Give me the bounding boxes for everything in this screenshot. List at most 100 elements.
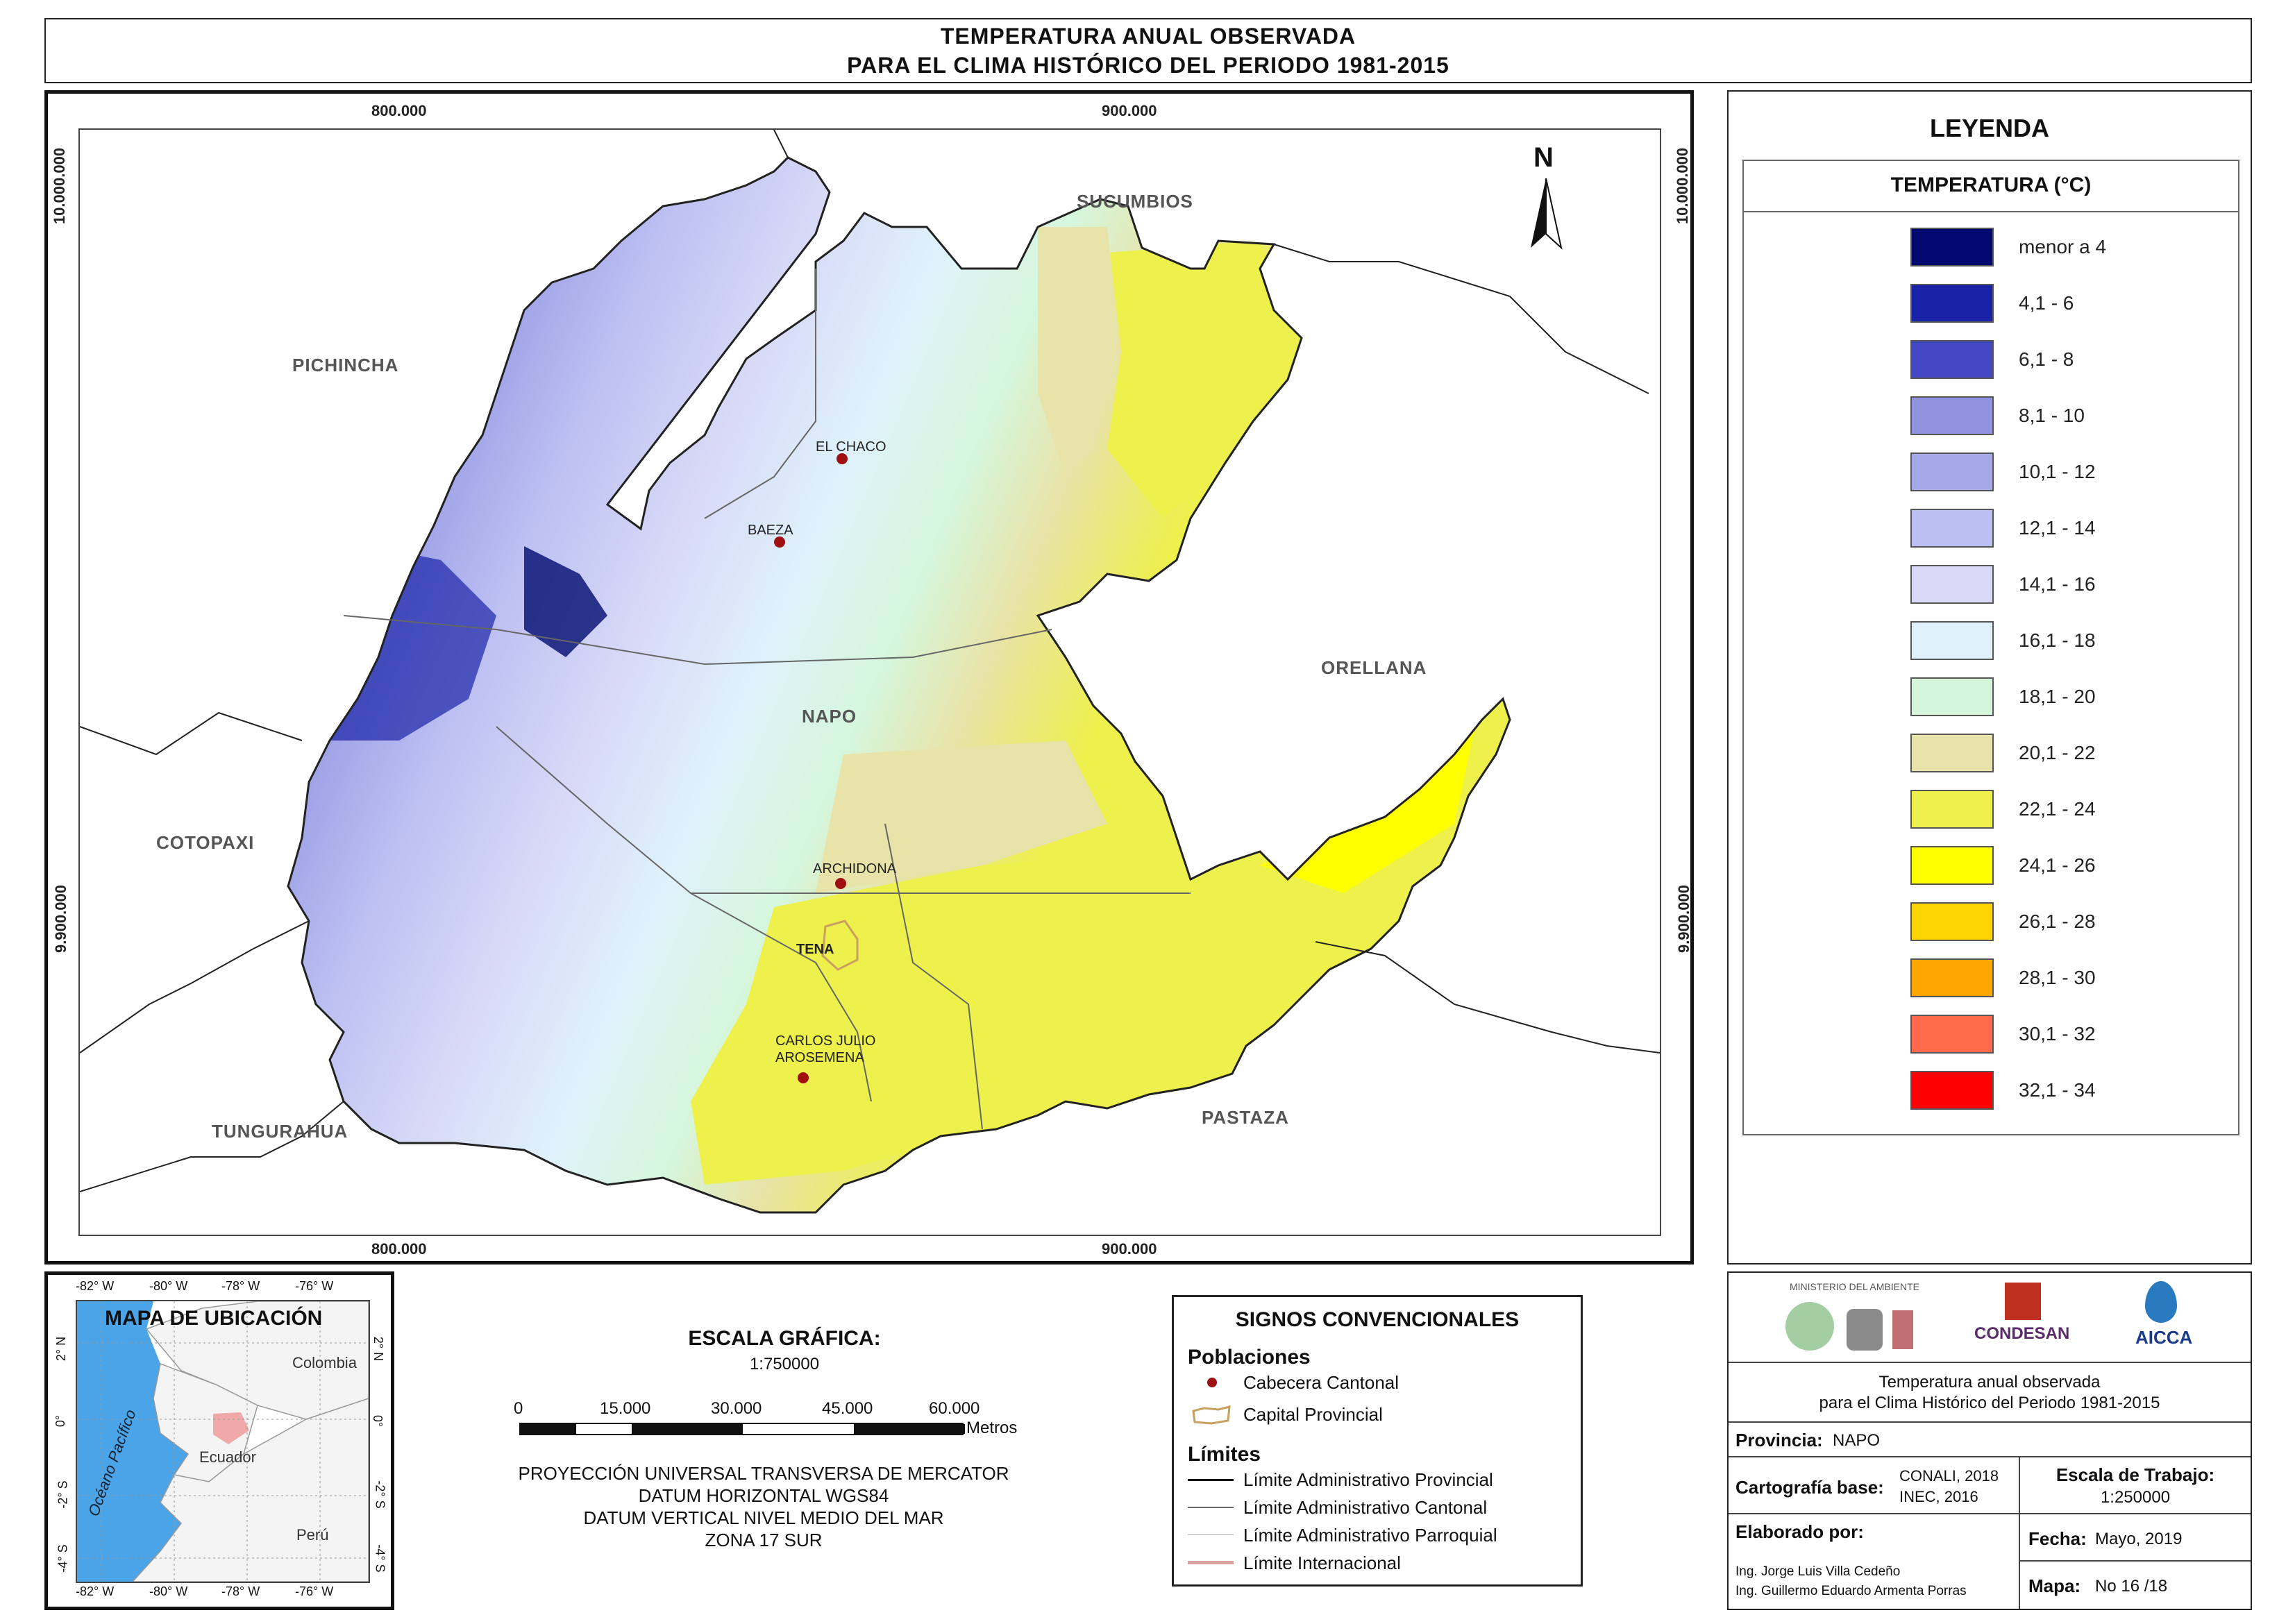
lon-bottom-80: -80° W bbox=[149, 1584, 188, 1598]
legend-class-row: 20,1 - 22 bbox=[1744, 734, 2238, 775]
grid-y-left-9900000: 9.900.000 bbox=[51, 885, 69, 953]
legend-class-row: menor a 4 bbox=[1744, 228, 2238, 269]
lon-bottom-78: -78° W bbox=[221, 1584, 260, 1598]
legend-class-row: 12,1 - 14 bbox=[1744, 509, 2238, 550]
limit-cantonal-line bbox=[1188, 1507, 1234, 1508]
info-description-2: para el Clima Histórico del Periodo 1981… bbox=[1819, 1394, 2160, 1412]
location-map-frame: MAPA DE UBICACIÓN Colombia Ecuador Perú … bbox=[44, 1271, 394, 1610]
legend-class-label: 8,1 - 10 bbox=[2019, 405, 2085, 426]
signs-populations-header: Poblaciones bbox=[1188, 1346, 1311, 1369]
neighbor-boundaries bbox=[80, 130, 1660, 1192]
provincia-label: Provincia: bbox=[1735, 1430, 1823, 1450]
limit-internacional-label: Límite Internacional bbox=[1243, 1553, 1401, 1573]
limit-parroquial-label: Límite Administrativo Parroquial bbox=[1243, 1525, 1497, 1546]
escala-cell: Escala de Trabajo: 1:250000 bbox=[2019, 1456, 2251, 1514]
legend-swatch bbox=[1910, 228, 1994, 267]
scale-ratio: 1:750000 bbox=[749, 1355, 820, 1373]
label-napo: NAPO bbox=[802, 706, 857, 727]
legend-swatch bbox=[1910, 846, 1994, 885]
projection-1: PROYECCIÓN UNIVERSAL TRANSVERSA DE MERCA… bbox=[518, 1463, 1009, 1484]
grid-y-right-9900000: 9.900.000 bbox=[1674, 885, 1692, 953]
lat-left-4s: -4° S bbox=[56, 1544, 70, 1573]
cartografia-label: Cartografía base: bbox=[1735, 1477, 1884, 1498]
capital-provincial-outline bbox=[821, 920, 859, 971]
grid-x-top-900: 900.000 bbox=[1102, 102, 1157, 119]
marker-carlos-julio-arosemena bbox=[798, 1072, 809, 1083]
temperature-raster bbox=[288, 158, 1510, 1212]
lon-bottom-82: -82° W bbox=[76, 1584, 115, 1598]
town-carlos-julio: CARLOS JULIO bbox=[775, 1033, 876, 1049]
legend-swatch bbox=[1910, 1015, 1994, 1054]
legend-swatch bbox=[1910, 565, 1994, 604]
legend-classes: menor a 4 4,1 - 6 6,1 - 8 8,1 - 10 10,1 - 12… bbox=[1744, 228, 2238, 1130]
town-el-chaco: EL CHACO bbox=[816, 439, 886, 455]
north-arrow-icon bbox=[1531, 178, 1563, 250]
signs-panel: SIGNOS CONVENCIONALES Poblaciones Cabece… bbox=[1172, 1295, 1583, 1587]
tree-logo-icon bbox=[1785, 1302, 1834, 1351]
lat-right-4s: -4° S bbox=[373, 1544, 387, 1573]
country-colombia: Colombia bbox=[292, 1354, 357, 1371]
legend-class-row: 22,1 - 24 bbox=[1744, 790, 2238, 831]
limit-parroquial-line bbox=[1188, 1534, 1234, 1535]
legend-class-row: 30,1 - 32 bbox=[1744, 1015, 2238, 1056]
projection-4: ZONA 17 SUR bbox=[705, 1530, 823, 1550]
north-label: N bbox=[1533, 142, 1554, 173]
legend-subtitle: TEMPERATURA (°C) bbox=[1890, 174, 2092, 196]
marker-el-chaco bbox=[837, 453, 848, 464]
legend-panel: LEYENDA TEMPERATURA (°C) menor a 4 4,1 - … bbox=[1727, 90, 2252, 1264]
title-box: TEMPERATURA ANUAL OBSERVADA PARA EL CLIM… bbox=[44, 18, 2252, 83]
grid-y-left-10000000: 10.000.000 bbox=[51, 147, 69, 225]
elaborado-2: Ing. Guillermo Eduardo Armenta Porras bbox=[1735, 1584, 1967, 1598]
legend-inner: TEMPERATURA (°C) menor a 4 4,1 - 6 6,1 - 8… bbox=[1742, 160, 2239, 1135]
limit-provincial-line bbox=[1188, 1479, 1234, 1481]
projection-2: DATUM HORIZONTAL WGS84 bbox=[638, 1485, 889, 1506]
location-map-canvas: MAPA DE UBICACIÓN Colombia Ecuador Perú … bbox=[76, 1300, 370, 1583]
fecha-cell: Fecha: Mayo, 2019 bbox=[2019, 1513, 2251, 1562]
cantonal-boundaries bbox=[343, 269, 1191, 1130]
lat-left-2n: 2° N bbox=[54, 1336, 69, 1362]
town-markers bbox=[774, 453, 848, 1083]
legend-class-label: 22,1 - 24 bbox=[2019, 798, 2096, 820]
legend-swatch bbox=[1910, 677, 1994, 716]
logos-row: MINISTERIO DEL AMBIENTE CONDESAN AICCA bbox=[1729, 1273, 2251, 1363]
legend-class-row: 28,1 - 30 bbox=[1744, 958, 2238, 1000]
condesan-logo-icon bbox=[2005, 1283, 2041, 1320]
legend-class-label: 10,1 - 12 bbox=[2019, 461, 2096, 482]
scale-tick-60000: 60.000 bbox=[929, 1399, 980, 1418]
gobierno-logo-icon bbox=[1892, 1310, 1913, 1349]
legend-class-row: 6,1 - 8 bbox=[1744, 340, 2238, 382]
lat-right-0: 0° bbox=[371, 1414, 385, 1428]
legend-class-row: 4,1 - 6 bbox=[1744, 284, 2238, 325]
cabecera-cantonal-icon bbox=[1207, 1378, 1217, 1387]
info-panel: MINISTERIO DEL AMBIENTE CONDESAN AICCA T… bbox=[1727, 1271, 2252, 1610]
fecha-label: Fecha: bbox=[2028, 1528, 2087, 1549]
province-boundary bbox=[287, 156, 1511, 1214]
marker-baeza bbox=[774, 536, 785, 548]
legend-class-row: 24,1 - 26 bbox=[1744, 846, 2238, 888]
escala-label: Escala de Trabajo: bbox=[2056, 1464, 2215, 1485]
legend-swatch bbox=[1910, 902, 1994, 941]
grid-y-right-10000000: 10.000.000 bbox=[1674, 147, 1692, 225]
signs-limits-header: Límites bbox=[1188, 1443, 1261, 1466]
map-canvas[interactable]: PICHINCHA SUCUMBIOS ORELLANA COTOPAXI TU… bbox=[78, 128, 1661, 1236]
lat-left-0: 0° bbox=[53, 1414, 68, 1428]
town-tena: TENA bbox=[796, 942, 834, 957]
main-map-frame: 800.000 900.000 800.000 900.000 10.000.0… bbox=[44, 90, 1694, 1264]
capital-provincial-label: Capital Provincial bbox=[1243, 1404, 1383, 1425]
provincia-value: NAPO bbox=[1833, 1431, 1881, 1450]
cartografia-cell: Cartografía base: CONALI, 2018 INEC, 201… bbox=[1729, 1456, 2020, 1514]
scale-tick-0: 0 bbox=[514, 1399, 523, 1418]
label-sucumbios: SUCUMBIOS bbox=[1077, 191, 1193, 212]
legend-class-row: 32,1 - 34 bbox=[1744, 1071, 2238, 1113]
legend-class-label: 28,1 - 30 bbox=[2019, 967, 2096, 988]
legend-class-label: 14,1 - 16 bbox=[2019, 573, 2096, 595]
legend-class-label: 12,1 - 14 bbox=[2019, 517, 2096, 539]
legend-class-label: menor a 4 bbox=[2019, 236, 2107, 257]
limit-provincial-label: Límite Administrativo Provincial bbox=[1243, 1469, 1493, 1490]
scale-tick-15000: 15.000 bbox=[600, 1399, 651, 1418]
grid-x-top-800: 800.000 bbox=[371, 102, 427, 119]
scale-tick-30000: 30.000 bbox=[711, 1399, 762, 1418]
limit-cantonal-label: Límite Administrativo Cantonal bbox=[1243, 1497, 1488, 1518]
legend-class-label: 20,1 - 22 bbox=[2019, 742, 2096, 763]
provincia-row: Provincia: NAPO bbox=[1729, 1421, 2251, 1457]
